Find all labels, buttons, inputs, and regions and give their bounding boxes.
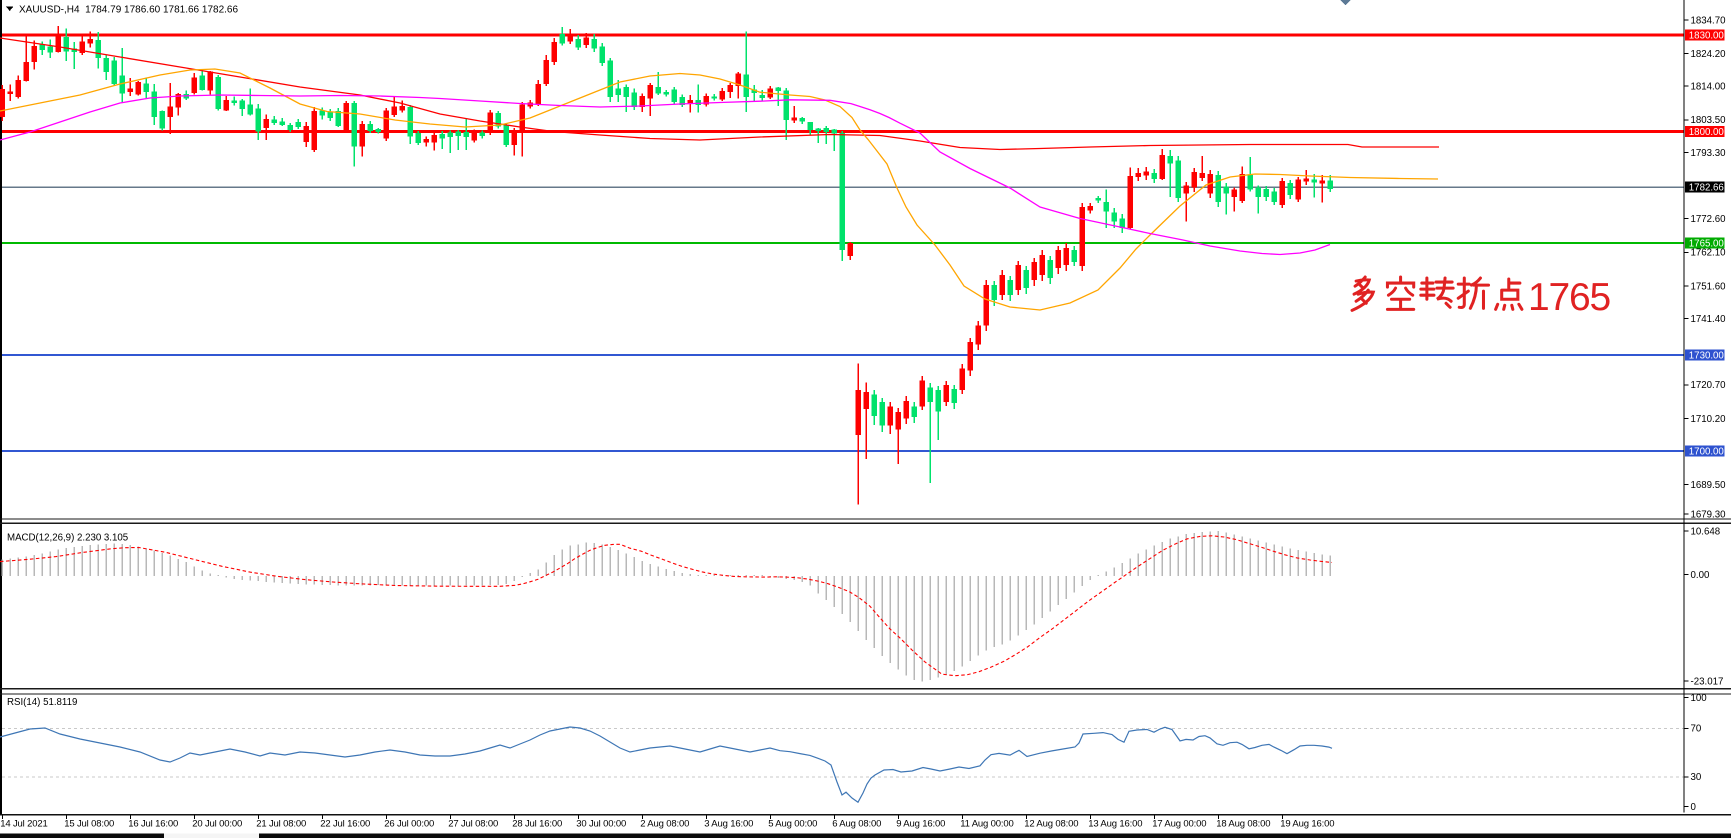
svg-text:30 Jul 00:00: 30 Jul 00:00 bbox=[576, 819, 626, 830]
svg-text:6 Aug 08:00: 6 Aug 08:00 bbox=[832, 819, 881, 830]
svg-text:1834.70: 1834.70 bbox=[1691, 15, 1727, 26]
svg-text:1765: 1765 bbox=[1528, 276, 1610, 319]
svg-text:1741.40: 1741.40 bbox=[1691, 314, 1727, 325]
svg-text:22 Jul 16:00: 22 Jul 16:00 bbox=[320, 819, 370, 830]
svg-text:0.00: 0.00 bbox=[1691, 570, 1710, 581]
svg-text:18 Aug 08:00: 18 Aug 08:00 bbox=[1216, 819, 1270, 830]
svg-text:17 Aug 00:00: 17 Aug 00:00 bbox=[1152, 819, 1206, 830]
svg-text:11 Aug 00:00: 11 Aug 00:00 bbox=[960, 819, 1014, 830]
svg-text:5 Aug 00:00: 5 Aug 00:00 bbox=[768, 819, 817, 830]
svg-text:16 Jul 16:00: 16 Jul 16:00 bbox=[128, 819, 178, 830]
svg-text:14 Jul 2021: 14 Jul 2021 bbox=[0, 819, 47, 830]
svg-text:1720.70: 1720.70 bbox=[1691, 380, 1727, 391]
svg-text:1710.20: 1710.20 bbox=[1691, 414, 1727, 425]
svg-text:20 Jul 00:00: 20 Jul 00:00 bbox=[192, 819, 242, 830]
svg-text:100: 100 bbox=[1691, 693, 1708, 704]
svg-text:1762.10: 1762.10 bbox=[1691, 248, 1727, 259]
svg-text:1824.20: 1824.20 bbox=[1691, 49, 1727, 60]
svg-text:12 Aug 08:00: 12 Aug 08:00 bbox=[1024, 819, 1078, 830]
svg-text:0: 0 bbox=[1691, 802, 1697, 813]
svg-text:1772.60: 1772.60 bbox=[1691, 214, 1727, 225]
svg-text:1800.00: 1800.00 bbox=[1689, 127, 1725, 138]
svg-text:19 Aug 16:00: 19 Aug 16:00 bbox=[1280, 819, 1334, 830]
svg-text:15 Jul 08:00: 15 Jul 08:00 bbox=[64, 819, 114, 830]
svg-text:XAUUSD-,H4 1784.79 1786.60 17: XAUUSD-,H4 1784.79 1786.60 1781.66 1782.… bbox=[19, 4, 238, 15]
svg-text:RSI(14) 51.8119: RSI(14) 51.8119 bbox=[7, 697, 77, 708]
svg-text:1814.00: 1814.00 bbox=[1691, 82, 1727, 93]
svg-text:MACD(12,26,9) 2.230 3.105: MACD(12,26,9) 2.230 3.105 bbox=[7, 533, 128, 544]
svg-text:1730.00: 1730.00 bbox=[1689, 351, 1725, 362]
svg-text:-23.017: -23.017 bbox=[1691, 676, 1724, 687]
svg-text:1689.50: 1689.50 bbox=[1691, 480, 1727, 491]
svg-text:10.648: 10.648 bbox=[1691, 526, 1721, 537]
svg-text:30: 30 bbox=[1691, 772, 1702, 783]
svg-text:13 Aug 16:00: 13 Aug 16:00 bbox=[1088, 819, 1142, 830]
svg-text:1679.30: 1679.30 bbox=[1691, 509, 1727, 520]
svg-text:1830.00: 1830.00 bbox=[1689, 31, 1725, 42]
svg-text:1765.00: 1765.00 bbox=[1689, 239, 1725, 250]
svg-text:27 Jul 08:00: 27 Jul 08:00 bbox=[448, 819, 498, 830]
svg-text:1782.66: 1782.66 bbox=[1689, 182, 1724, 193]
svg-text:1803.50: 1803.50 bbox=[1691, 115, 1727, 126]
svg-text:3 Aug 16:00: 3 Aug 16:00 bbox=[704, 819, 753, 830]
svg-text:1700.00: 1700.00 bbox=[1689, 447, 1725, 458]
svg-text:2 Aug 08:00: 2 Aug 08:00 bbox=[640, 819, 689, 830]
svg-text:9 Aug 16:00: 9 Aug 16:00 bbox=[896, 819, 945, 830]
svg-text:1793.30: 1793.30 bbox=[1691, 148, 1727, 159]
svg-text:26 Jul 00:00: 26 Jul 00:00 bbox=[384, 819, 434, 830]
svg-text:70: 70 bbox=[1691, 724, 1702, 735]
svg-text:21 Jul 08:00: 21 Jul 08:00 bbox=[256, 819, 306, 830]
svg-text:1751.60: 1751.60 bbox=[1691, 281, 1727, 292]
svg-text:28 Jul 16:00: 28 Jul 16:00 bbox=[512, 819, 562, 830]
